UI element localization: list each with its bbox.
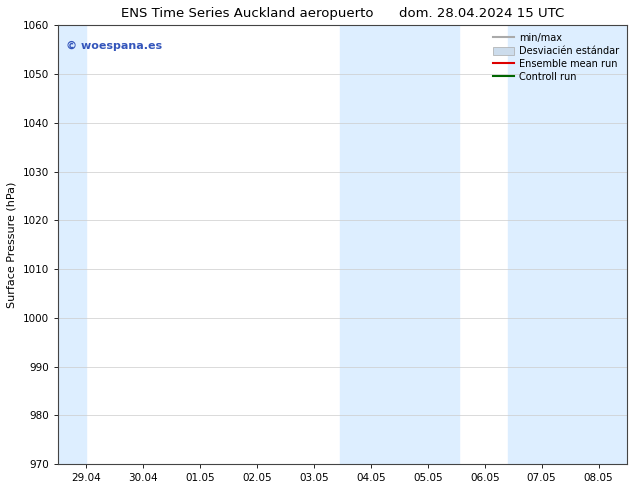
Bar bbox=[58, 25, 86, 464]
Y-axis label: Surface Pressure (hPa): Surface Pressure (hPa) bbox=[7, 181, 17, 308]
Bar bbox=[507, 25, 627, 464]
Text: © woespana.es: © woespana.es bbox=[67, 41, 162, 50]
Bar bbox=[340, 25, 459, 464]
Legend: min/max, Desviacién estándar, Ensemble mean run, Controll run: min/max, Desviacién estándar, Ensemble m… bbox=[490, 30, 622, 85]
Title: ENS Time Series Auckland aeropuerto      dom. 28.04.2024 15 UTC: ENS Time Series Auckland aeropuerto dom.… bbox=[121, 7, 564, 20]
